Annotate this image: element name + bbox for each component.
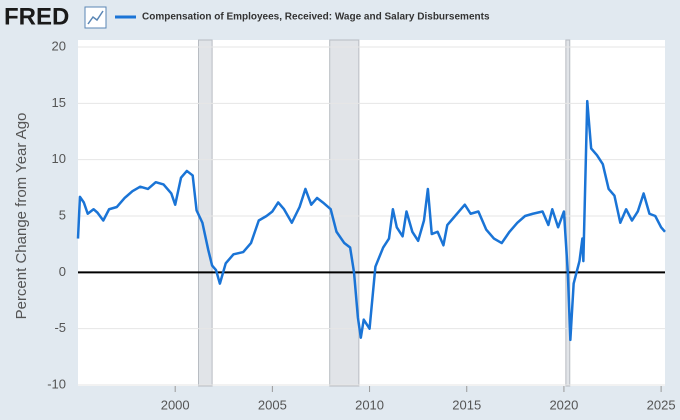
y-tick-label: 20 [52, 38, 66, 53]
x-tick-label: 2020 [549, 397, 578, 412]
x-tick-label: 2000 [161, 397, 190, 412]
logo: FRED [4, 3, 69, 30]
recession-band [198, 39, 213, 387]
legend-label: Compensation of Employees, Received: Wag… [142, 12, 490, 23]
y-tick-label: 0 [59, 264, 66, 279]
x-tick-label: 2015 [452, 397, 481, 412]
y-tick-label: 15 [52, 95, 66, 110]
x-tick-label: 2025 [647, 397, 676, 412]
x-tick-label: 2005 [258, 397, 287, 412]
y-tick-label: -10 [47, 376, 66, 391]
y-tick-label: 10 [52, 151, 66, 166]
y-tick-label: 5 [59, 207, 66, 222]
series-line [76, 99, 666, 342]
recession-band [329, 39, 360, 387]
logo-icon [84, 6, 107, 29]
x-tick-label: 2010 [355, 397, 384, 412]
y-tick-label: -5 [54, 320, 66, 335]
recession-band [565, 39, 571, 387]
plot-area [78, 40, 665, 386]
y-axis-label: Percent Change from Year Ago [13, 113, 30, 320]
